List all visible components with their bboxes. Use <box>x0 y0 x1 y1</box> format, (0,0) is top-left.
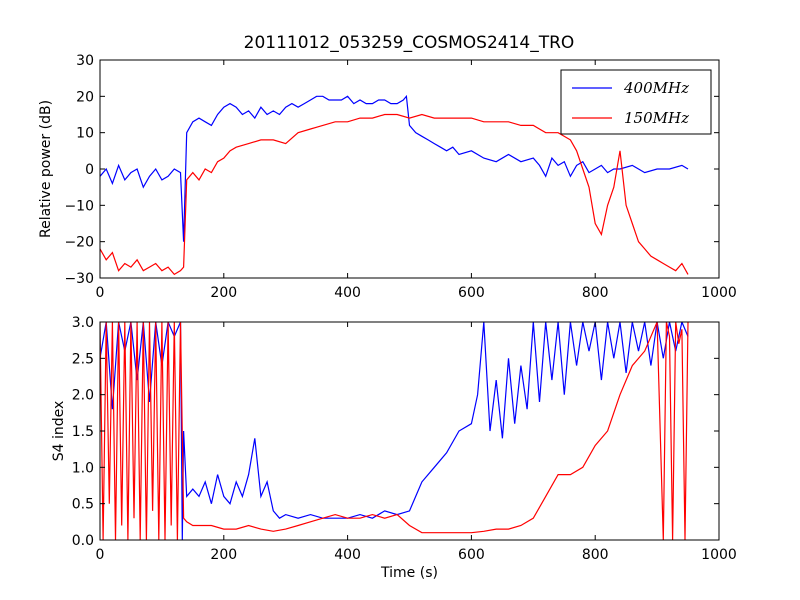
power-xtick-label: 800 <box>582 285 609 301</box>
power-xtick-label: 200 <box>210 285 237 301</box>
s4-axes-frame <box>99 321 720 541</box>
power-ytick-label: 10 <box>76 126 94 142</box>
s4-xtick-label: 1000 <box>701 547 737 563</box>
power-ytick-label: 30 <box>76 53 94 69</box>
legend-label-400mhz: 400MHz <box>623 79 689 97</box>
s4-xtick-label: 200 <box>210 547 237 563</box>
power-ytick-label: −30 <box>64 271 94 287</box>
s4-ytick-label: 2.0 <box>72 388 94 404</box>
s4-xlabel: Time (s) <box>380 565 438 581</box>
power-ytick-label: 0 <box>85 162 94 178</box>
power-series-150mhz-line <box>100 113 689 276</box>
s4-xtick-label: 400 <box>334 547 361 563</box>
power-ytick-label: 20 <box>76 89 94 105</box>
legend-label-150mhz: 150MHz <box>624 109 689 127</box>
legend: 400MHz 150MHz <box>560 69 712 135</box>
s4-ytick-label: 3.0 <box>72 315 94 331</box>
legend-box <box>560 69 712 135</box>
power-xtick-label: 400 <box>334 285 361 301</box>
power-xtick-label: 600 <box>458 285 485 301</box>
s4-ytick-label: 2.5 <box>72 351 94 367</box>
power-xtick-label: 1000 <box>701 285 737 301</box>
s4-plot: 0 200 400 600 800 1000 0.0 0.5 1.0 1.5 2.0 2.5 3.0 S4… <box>51 315 737 581</box>
power-series-400mhz-line <box>100 94 689 242</box>
power-plot: 0 200 400 600 800 1000 −30 −20 −10 0 10 20 30 Relativ… <box>38 53 737 301</box>
power-ylabel: Relative power (dB) <box>38 100 54 238</box>
power-ytick-label: −10 <box>64 198 94 214</box>
s4-xtick-label: 0 <box>96 547 105 563</box>
s4-ylabel: S4 index <box>51 401 67 462</box>
power-xtick-label: 0 <box>96 285 105 301</box>
chart-title: 20111012_053259_COSMOS2414_TRO <box>244 33 575 53</box>
s4-xtick-label: 600 <box>458 547 485 563</box>
s4-ytick-label: 0.0 <box>72 533 94 549</box>
s4-ytick-label: 1.0 <box>72 460 94 476</box>
s4-ytick-label: 1.5 <box>72 424 94 440</box>
power-ytick-label: −20 <box>64 235 94 251</box>
s4-series-400mhz-line <box>100 322 689 540</box>
s4-xtick-label: 800 <box>582 547 609 563</box>
s4-series-150mhz-line <box>100 322 689 540</box>
s4-ytick-label: 0.5 <box>72 497 94 513</box>
